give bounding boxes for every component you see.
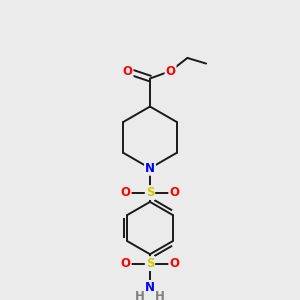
Text: N: N — [145, 162, 155, 175]
Text: O: O — [123, 64, 133, 77]
Text: O: O — [121, 186, 131, 199]
Text: H: H — [135, 290, 145, 300]
Text: O: O — [169, 257, 179, 270]
Text: H: H — [155, 290, 165, 300]
Text: S: S — [146, 257, 154, 270]
Text: O: O — [121, 257, 131, 270]
Text: S: S — [146, 186, 154, 199]
Text: N: N — [145, 281, 155, 294]
Text: O: O — [169, 186, 179, 199]
Text: O: O — [166, 64, 176, 77]
